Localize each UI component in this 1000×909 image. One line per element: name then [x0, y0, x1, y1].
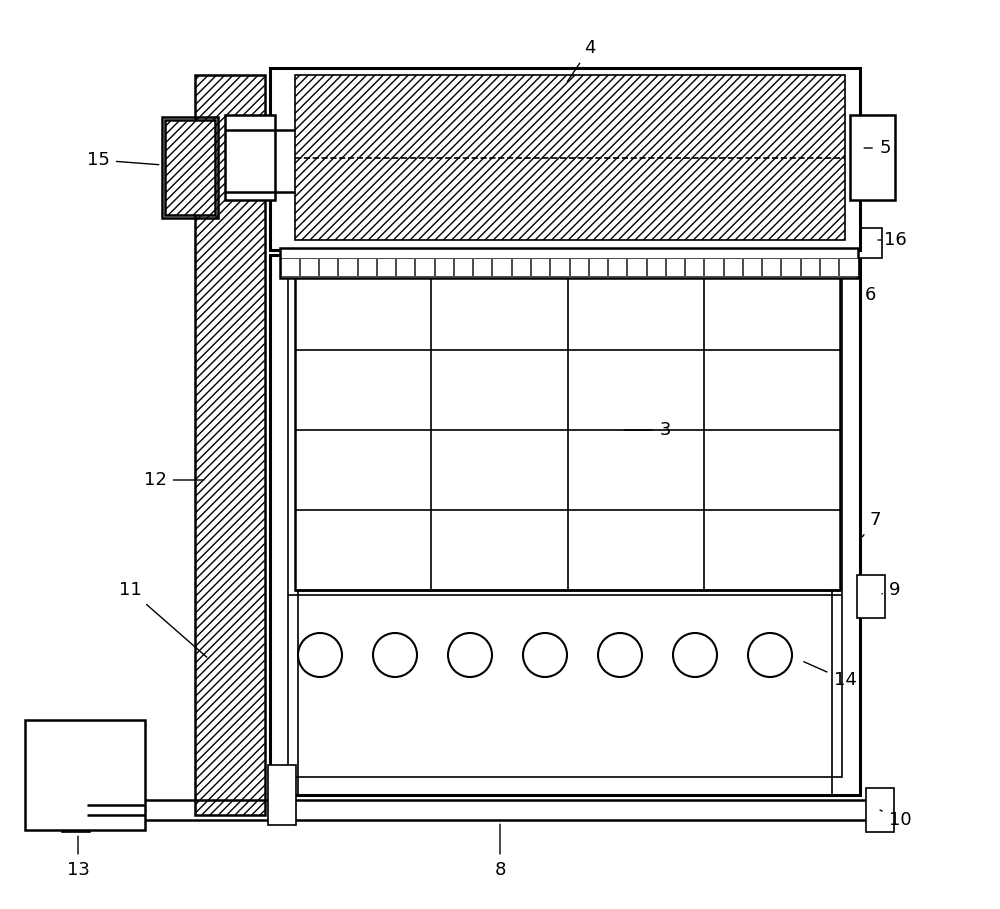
Bar: [762, 258, 780, 276]
Text: 15: 15: [87, 151, 159, 169]
Circle shape: [748, 633, 792, 677]
Bar: [415, 258, 434, 276]
Bar: [295, 270, 840, 590]
Bar: [570, 258, 588, 276]
Bar: [685, 258, 703, 276]
Bar: [377, 258, 395, 276]
Bar: [850, 115, 895, 200]
Text: 14: 14: [804, 662, 856, 689]
Bar: [608, 258, 626, 276]
Bar: [280, 258, 299, 276]
Bar: [820, 258, 838, 276]
Bar: [666, 258, 684, 276]
Bar: [492, 258, 511, 276]
Bar: [724, 258, 742, 276]
Bar: [589, 258, 607, 276]
Text: 3: 3: [624, 421, 671, 439]
Text: 16: 16: [878, 231, 906, 249]
Bar: [857, 575, 885, 618]
Text: 8: 8: [494, 824, 506, 879]
Bar: [396, 258, 414, 276]
Bar: [839, 258, 858, 276]
Bar: [295, 75, 845, 240]
Bar: [195, 75, 265, 815]
Bar: [270, 255, 860, 795]
Text: 9: 9: [882, 581, 901, 599]
Text: 11: 11: [119, 581, 207, 657]
Bar: [866, 788, 894, 832]
Circle shape: [523, 633, 567, 677]
Text: 4: 4: [567, 39, 596, 82]
Bar: [781, 258, 800, 276]
Bar: [550, 258, 568, 276]
Bar: [338, 258, 357, 276]
Circle shape: [598, 633, 642, 677]
Bar: [280, 248, 858, 278]
Bar: [512, 258, 530, 276]
Text: 13: 13: [67, 836, 89, 879]
Circle shape: [673, 633, 717, 677]
Text: 10: 10: [880, 810, 911, 829]
Circle shape: [373, 633, 417, 677]
Bar: [288, 273, 842, 777]
Bar: [62, 788, 90, 832]
Bar: [647, 258, 665, 276]
Bar: [435, 258, 453, 276]
Bar: [319, 258, 337, 276]
Bar: [270, 68, 860, 250]
Bar: [801, 258, 819, 276]
Text: 6: 6: [860, 278, 876, 304]
Text: 7: 7: [862, 511, 881, 536]
Bar: [704, 258, 723, 276]
Bar: [743, 258, 761, 276]
Bar: [857, 228, 882, 258]
Bar: [454, 258, 472, 276]
Circle shape: [298, 633, 342, 677]
Circle shape: [448, 633, 492, 677]
Bar: [225, 115, 275, 200]
Bar: [531, 258, 549, 276]
Bar: [473, 258, 491, 276]
Bar: [165, 120, 215, 215]
Bar: [300, 258, 318, 276]
Bar: [358, 258, 376, 276]
Text: 12: 12: [144, 471, 204, 489]
Bar: [268, 765, 296, 825]
Bar: [25, 720, 145, 830]
Bar: [627, 258, 646, 276]
Bar: [162, 117, 218, 218]
Text: 5: 5: [864, 139, 891, 157]
